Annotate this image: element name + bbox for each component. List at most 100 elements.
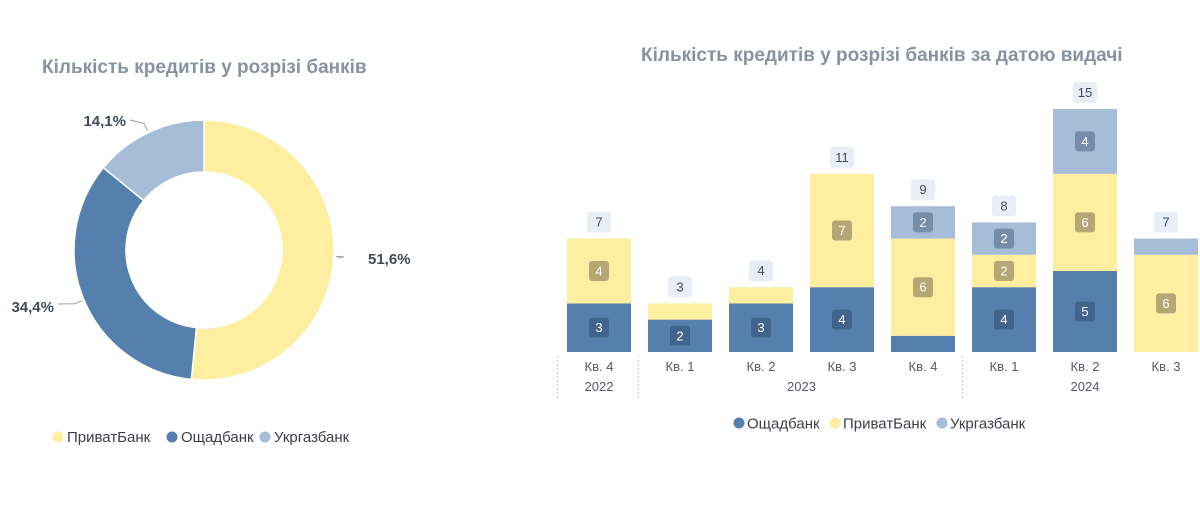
x-tick-label-2: Кв. 2 bbox=[747, 359, 776, 374]
bar-legend-label-0: Ощадбанк bbox=[747, 416, 820, 433]
donut-legend-label-1: Ощадбанк bbox=[181, 429, 254, 446]
donut-legend-label-2: Укргазбанк bbox=[274, 429, 350, 446]
total-label-box-6 bbox=[1073, 82, 1097, 103]
segment-label-box-1-7 bbox=[1156, 293, 1176, 314]
bar-segment-Ощадбанк-5[interactable] bbox=[972, 287, 1036, 352]
bar-legend[interactable]: Ощадбанк ПриватБанк Укргазбанк bbox=[733, 416, 1026, 433]
bar-segment-Ощадбанк-2[interactable] bbox=[729, 303, 793, 352]
bar-segment-Укргазбанк-4[interactable] bbox=[891, 206, 955, 239]
bar-segment-Укргазбанк-6[interactable] bbox=[1053, 109, 1117, 174]
bar-segment-Ощадбанк-0[interactable] bbox=[567, 303, 631, 352]
total-label-box-0 bbox=[587, 211, 611, 233]
segment-label-1-6: 6 bbox=[1081, 215, 1088, 230]
donut-legend-marker-1[interactable] bbox=[166, 431, 178, 443]
bar-legend-marker-0[interactable] bbox=[733, 417, 745, 429]
x-tick-label-5: Кв. 1 bbox=[990, 359, 1019, 374]
x-tick-label-6: Кв. 2 bbox=[1071, 359, 1100, 374]
total-label-box-4 bbox=[911, 179, 935, 201]
donut-leader-line-0 bbox=[335, 255, 344, 259]
x-tick-label-0: Кв. 4 bbox=[585, 359, 614, 374]
segment-label-box-0-0 bbox=[589, 317, 609, 338]
segment-label-1-4: 6 bbox=[919, 280, 926, 295]
segment-label-0-0: 3 bbox=[595, 320, 602, 335]
bar-segment-ПриватБанк-1[interactable] bbox=[648, 303, 712, 320]
segment-label-0-2: 3 bbox=[757, 320, 764, 335]
total-label-6: 15 bbox=[1078, 85, 1092, 100]
bar-legend-marker-1[interactable] bbox=[829, 417, 841, 429]
segment-label-box-2-6 bbox=[1075, 131, 1095, 152]
segment-label-1-7: 6 bbox=[1162, 296, 1169, 311]
bar-segment-Ощадбанк-6[interactable] bbox=[1053, 271, 1117, 352]
bar-marks: 3 4 7 2 3 3 4 4 7 11 6 2 9 4 2 2 8 5 6 4 15 6 7 bbox=[567, 82, 1198, 352]
total-label-3: 11 bbox=[835, 150, 849, 165]
total-label-7: 7 bbox=[1162, 215, 1169, 230]
segment-label-box-0-3 bbox=[832, 309, 852, 330]
bar-segment-Ощадбанк-4[interactable] bbox=[891, 335, 955, 352]
donut-slice-0[interactable] bbox=[190, 119, 335, 381]
bar-legend-label-1: ПриватБанк bbox=[843, 416, 927, 433]
bar-legend-label-2: Укргазбанк bbox=[950, 416, 1026, 433]
year-label-0: 2022 bbox=[585, 379, 614, 394]
donut-label-0: 51,6% bbox=[368, 251, 411, 268]
x-tick-label-3: Кв. 3 bbox=[828, 359, 857, 374]
bar-segment-Ощадбанк-1[interactable] bbox=[648, 319, 712, 352]
segment-label-0-5: 4 bbox=[1000, 312, 1007, 327]
bar-segment-ПриватБанк-2[interactable] bbox=[729, 287, 793, 304]
donut-leader-line-1 bbox=[57, 300, 83, 305]
segment-label-box-1-5 bbox=[994, 261, 1014, 281]
bar-segment-Укргазбанк-5[interactable] bbox=[972, 222, 1036, 255]
total-label-box-5 bbox=[992, 195, 1016, 217]
total-label-box-1 bbox=[668, 276, 692, 298]
donut-chart: Кількість кредитів у розрізі банків 51,6… bbox=[11, 57, 410, 446]
total-label-box-2 bbox=[749, 260, 773, 282]
segment-label-box-2-4 bbox=[913, 212, 933, 233]
total-label-5: 8 bbox=[1000, 198, 1007, 213]
segment-label-box-0-2 bbox=[751, 317, 771, 338]
segment-label-box-0-6 bbox=[1075, 301, 1095, 322]
segment-label-1-0: 4 bbox=[595, 264, 602, 279]
donut-label-1: 34,4% bbox=[11, 299, 54, 316]
total-label-1: 3 bbox=[676, 279, 683, 294]
donut-legend-marker-0[interactable] bbox=[52, 431, 64, 443]
segment-label-0-6: 5 bbox=[1081, 304, 1088, 319]
x-tick-label-1: Кв. 1 bbox=[666, 359, 695, 374]
x-tick-label-7: Кв. 3 bbox=[1152, 359, 1181, 374]
total-label-4: 9 bbox=[919, 182, 926, 197]
segment-label-box-0-1 bbox=[670, 325, 690, 346]
x-tick-label-4: Кв. 4 bbox=[909, 359, 938, 374]
bar-segment-Укргазбанк-7[interactable] bbox=[1134, 238, 1198, 255]
year-label-2: 2024 bbox=[1071, 379, 1100, 394]
bar-legend-marker-2[interactable] bbox=[936, 417, 948, 429]
segment-label-box-2-5 bbox=[994, 228, 1014, 249]
donut-chart-title: Кількість кредитів у розрізі банків bbox=[42, 57, 367, 78]
segment-label-0-1: 2 bbox=[676, 328, 683, 343]
donut-legend-marker-2[interactable] bbox=[259, 431, 271, 443]
total-label-box-7 bbox=[1154, 211, 1178, 233]
total-label-box-3 bbox=[830, 146, 854, 168]
donut-slices bbox=[73, 119, 335, 381]
donut-labels: 51,6% 34,4% 14,1% bbox=[11, 113, 410, 316]
donut-leader-line-2 bbox=[129, 119, 148, 131]
bar-x-axis: Кв. 4 Кв. 1 Кв. 2 Кв. 3 Кв. 4 Кв. 1 Кв. 2 Кв. 3… bbox=[557, 356, 1181, 398]
bar-segment-Ощадбанк-3[interactable] bbox=[810, 287, 874, 352]
segment-label-0-3: 4 bbox=[838, 312, 845, 327]
donut-slice-1[interactable] bbox=[73, 166, 198, 381]
segment-label-box-1-4 bbox=[913, 277, 933, 298]
segment-label-1-3: 7 bbox=[838, 223, 845, 238]
segment-label-box-1-0 bbox=[589, 261, 609, 281]
segment-label-2-5: 2 bbox=[1000, 231, 1007, 246]
bar-chart-title: Кількість кредитів у розрізі банків за д… bbox=[641, 45, 1123, 66]
total-label-0: 7 bbox=[595, 215, 602, 230]
segment-label-box-1-6 bbox=[1075, 212, 1095, 233]
stacked-bar-chart: Кількість кредитів у розрізі банків за д… bbox=[557, 45, 1198, 433]
segment-label-box-0-5 bbox=[994, 309, 1014, 330]
segment-label-1-5: 2 bbox=[1000, 264, 1007, 279]
total-label-2: 4 bbox=[757, 263, 764, 278]
segment-label-2-4: 2 bbox=[919, 215, 926, 230]
donut-legend[interactable]: ПриватБанк Ощадбанк Укргазбанк bbox=[52, 429, 350, 446]
donut-legend-label-0: ПриватБанк bbox=[67, 429, 151, 446]
donut-slice-2[interactable] bbox=[102, 119, 205, 202]
year-label-1: 2023 bbox=[787, 379, 816, 394]
